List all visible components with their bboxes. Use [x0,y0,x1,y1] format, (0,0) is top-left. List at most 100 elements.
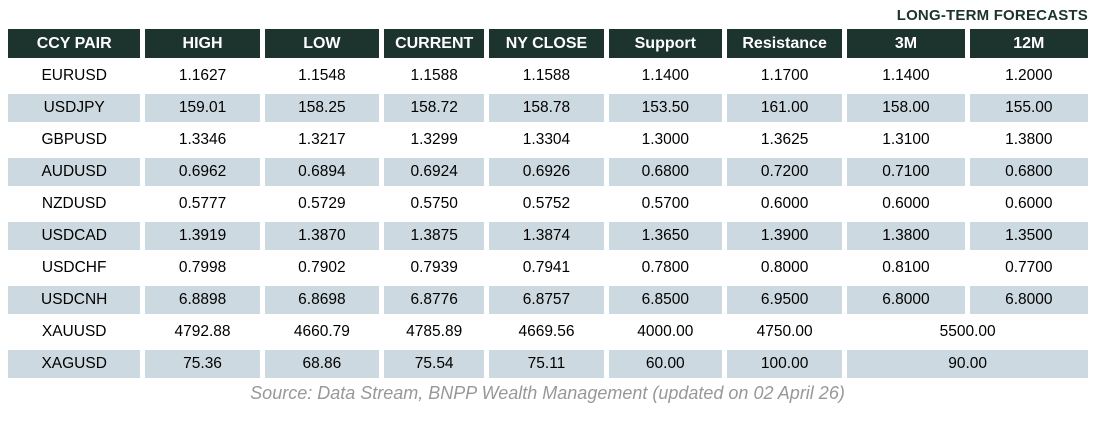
source-caption: Source: Data Stream, BNPP Wealth Managem… [250,383,845,403]
table-header: CCY PAIR HIGH LOW CURRENT NY CLOSE Support Res… [8,29,1088,58]
value-cell: 155.00 [969,94,1088,122]
value-cell: 0.5700 [608,190,722,218]
header-row: CCY PAIR HIGH LOW CURRENT NY CLOSE Support Res… [8,29,1088,58]
value-cell: 0.5752 [489,190,604,218]
column-header-low: LOW [264,29,380,58]
table-row-nzdusd: NZDUSD 0.5777 0.5729 0.5750 0.5752 0.5700 0.60… [8,190,1088,218]
value-cell: 1.3625 [726,126,843,154]
value-cell: 1.3100 [847,126,965,154]
value-cell: 1.3650 [608,222,722,250]
value-cell: 1.3875 [384,222,485,250]
value-cell: 0.8000 [726,254,843,282]
long-term-forecasts-title: LONG-TERM FORECASTS [896,7,1088,24]
value-cell: 60.00 [608,350,722,378]
value-cell: 4660.79 [264,318,380,346]
value-cell: 6.8500 [608,286,722,314]
value-cell: 4792.88 [145,318,260,346]
value-cell: 0.7200 [726,158,843,186]
column-header-resistance: Resistance [726,29,843,58]
value-cell: 0.6000 [847,190,965,218]
value-cell: 0.6894 [264,158,380,186]
merged-3m-12m-cell: 90.00 [847,350,1088,378]
value-cell: 68.86 [264,350,380,378]
column-header-high: HIGH [145,29,260,58]
table-row-usdcad: USDCAD 1.3919 1.3870 1.3875 1.3874 1.3650 1.39… [8,222,1088,250]
value-cell: 0.6000 [726,190,843,218]
value-cell: 158.72 [384,94,485,122]
value-cell: 75.11 [489,350,604,378]
value-cell: 159.01 [145,94,260,122]
value-cell: 1.3304 [489,126,604,154]
value-cell: 158.25 [264,94,380,122]
value-cell: 0.6000 [969,190,1088,218]
value-cell: 6.8698 [264,286,380,314]
value-cell: 1.1700 [726,62,843,90]
value-cell: 0.7939 [384,254,485,282]
table-row-usdjpy: USDJPY 159.01 158.25 158.72 158.78 153.50 161.… [8,94,1088,122]
table-row-audusd: AUDUSD 0.6962 0.6894 0.6924 0.6926 0.6800 0.72… [8,158,1088,186]
fx-forecast-table: CCY PAIR HIGH LOW CURRENT NY CLOSE Support Res… [3,25,1093,382]
value-cell: 6.8000 [847,286,965,314]
value-cell: 1.3874 [489,222,604,250]
value-cell: 0.5729 [264,190,380,218]
value-cell: 0.6926 [489,158,604,186]
ccy-pair-cell: USDJPY [8,94,141,122]
ccy-pair-cell: NZDUSD [8,190,141,218]
ccy-pair-cell: AUDUSD [8,158,141,186]
value-cell: 1.3870 [264,222,380,250]
column-header-current: CURRENT [384,29,485,58]
value-cell: 0.6800 [969,158,1088,186]
value-cell: 1.3800 [969,126,1088,154]
value-cell: 1.3000 [608,126,722,154]
value-cell: 0.7100 [847,158,965,186]
value-cell: 0.7941 [489,254,604,282]
value-cell: 1.3800 [847,222,965,250]
value-cell: 6.8000 [969,286,1088,314]
ccy-pair-cell: USDCHF [8,254,141,282]
value-cell: 75.54 [384,350,485,378]
value-cell: 158.78 [489,94,604,122]
column-header-ccy-pair: CCY PAIR [8,29,141,58]
value-cell: 1.1627 [145,62,260,90]
value-cell: 1.3500 [969,222,1088,250]
value-cell: 1.1400 [847,62,965,90]
value-cell: 0.7800 [608,254,722,282]
value-cell: 1.2000 [969,62,1088,90]
table-row-xagusd: XAGUSD 75.36 68.86 75.54 75.11 60.00 100.00 90.… [8,350,1088,378]
value-cell: 158.00 [847,94,965,122]
value-cell: 6.8898 [145,286,260,314]
value-cell: 1.3919 [145,222,260,250]
value-cell: 1.3900 [726,222,843,250]
value-cell: 0.6962 [145,158,260,186]
table-row-usdcnh: USDCNH 6.8898 6.8698 6.8776 6.8757 6.8500 6.95… [8,286,1088,314]
value-cell: 0.6800 [608,158,722,186]
column-header-12m: 12M [969,29,1088,58]
value-cell: 0.7700 [969,254,1088,282]
value-cell: 4750.00 [726,318,843,346]
value-cell: 1.3346 [145,126,260,154]
table-row-eurusd: EURUSD 1.1627 1.1548 1.1588 1.1588 1.1400 1.17… [8,62,1088,90]
value-cell: 1.1548 [264,62,380,90]
column-header-ny-close: NY CLOSE [489,29,604,58]
value-cell: 6.8776 [384,286,485,314]
table-row-gbpusd: GBPUSD 1.3346 1.3217 1.3299 1.3304 1.3000 1.36… [8,126,1088,154]
value-cell: 1.1588 [489,62,604,90]
table-body: EURUSD 1.1627 1.1548 1.1588 1.1588 1.1400 1.17… [8,62,1088,378]
ccy-pair-cell: USDCAD [8,222,141,250]
ccy-pair-cell: GBPUSD [8,126,141,154]
ccy-pair-cell: XAUUSD [8,318,141,346]
ccy-pair-cell: XAGUSD [8,350,141,378]
value-cell: 0.6924 [384,158,485,186]
value-cell: 0.7998 [145,254,260,282]
value-cell: 4785.89 [384,318,485,346]
value-cell: 1.1588 [384,62,485,90]
value-cell: 161.00 [726,94,843,122]
value-cell: 153.50 [608,94,722,122]
value-cell: 4669.56 [489,318,604,346]
value-cell: 1.3217 [264,126,380,154]
value-cell: 6.8757 [489,286,604,314]
column-header-3m: 3M [847,29,965,58]
value-cell: 0.5750 [384,190,485,218]
value-cell: 0.7902 [264,254,380,282]
title-bar: LONG-TERM FORECASTS [0,0,1088,25]
